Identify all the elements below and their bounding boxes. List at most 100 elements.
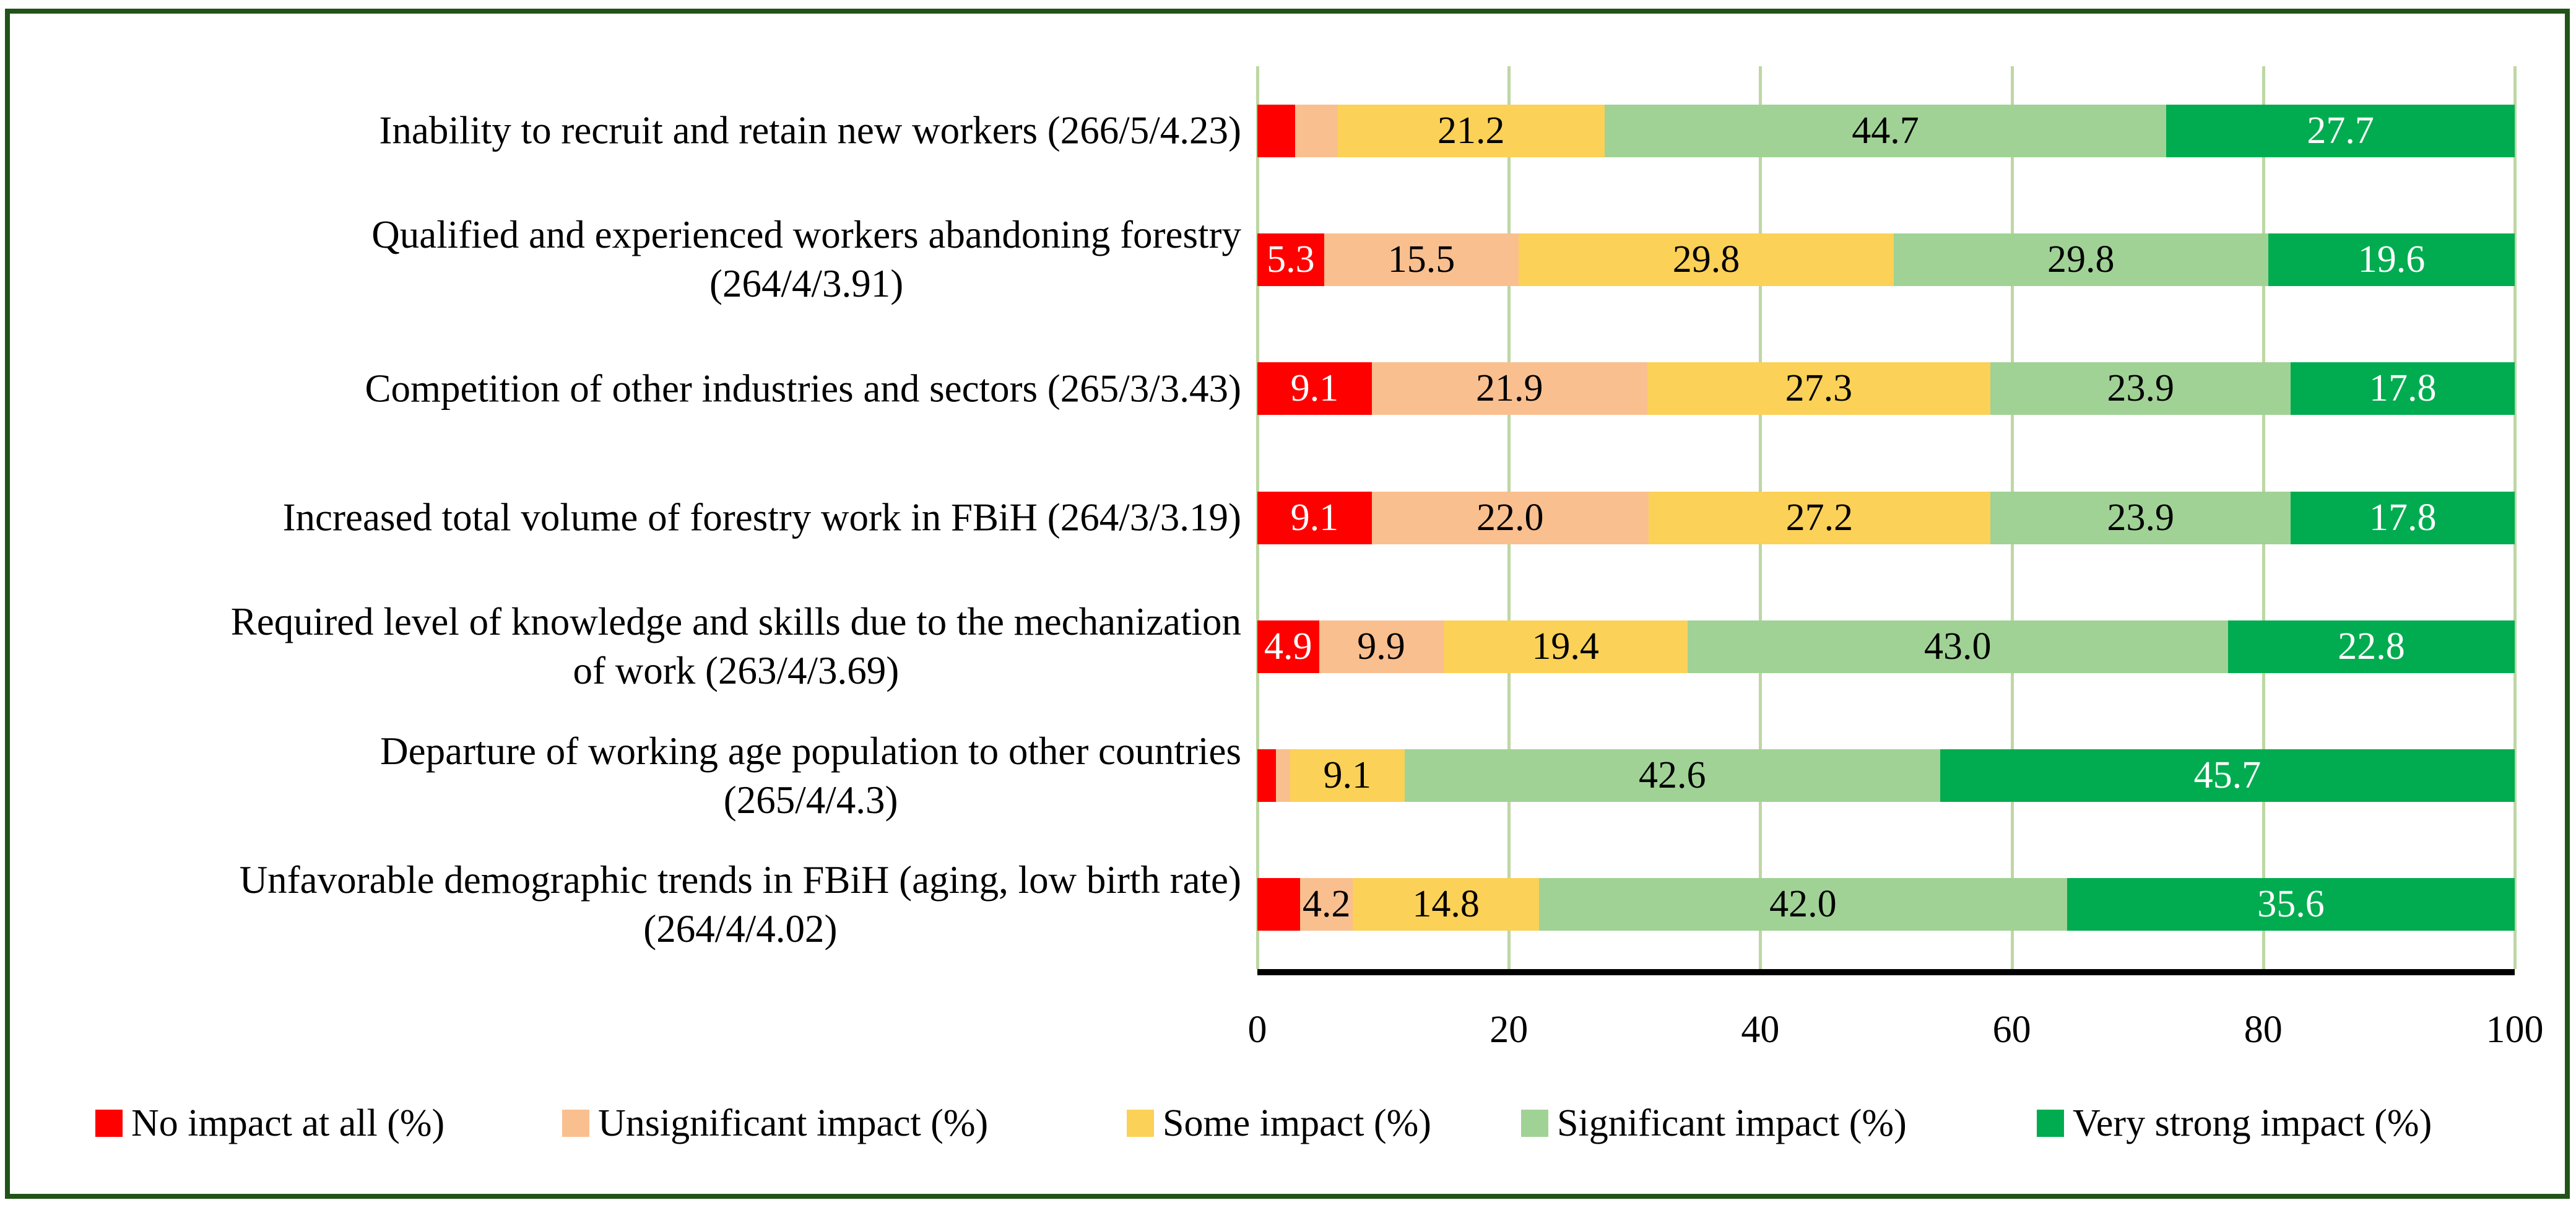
bar-value-label: 4.2 bbox=[1302, 883, 1351, 926]
bar-segment-significant-impact: 42.6 bbox=[1404, 749, 1940, 803]
category-label: Departure of working age population to o… bbox=[380, 729, 1241, 822]
category-label: Unfavorable demographic trends in FBiH (… bbox=[239, 858, 1241, 951]
bar-value-label: 42.0 bbox=[1769, 883, 1837, 926]
legend-swatch-icon bbox=[95, 1110, 123, 1137]
bar-value-label: 4.9 bbox=[1264, 625, 1312, 668]
bar-segment-no-impact-at-all bbox=[1257, 749, 1277, 803]
category-label: Increased total volume of forestry work … bbox=[282, 495, 1241, 539]
bar-segment-no-impact-at-all: 4.9 bbox=[1257, 620, 1319, 673]
plot-area: 21.2 44.7 27.7 5.3 15.5 29.8 29.8 19.6 9.1 21.9 27… bbox=[1256, 66, 2517, 969]
bar-segment-very-strong-impact: 17.8 bbox=[2291, 362, 2515, 415]
legend-item-unsignificant-impact: Unsignificant impact (%) bbox=[562, 1098, 988, 1148]
bar-row: 9.1 21.9 27.3 23.9 17.8 bbox=[1257, 362, 2515, 415]
legend-label: Unsignificant impact (%) bbox=[598, 1102, 989, 1144]
bar-value-label: 35.6 bbox=[2257, 883, 2325, 926]
bar-row: 9.1 42.6 45.7 bbox=[1257, 749, 2515, 803]
bar-value-label: 27.7 bbox=[2307, 109, 2374, 152]
bar-segment-significant-impact: 29.8 bbox=[1893, 233, 2268, 286]
bar-segment-some-impact: 19.4 bbox=[1443, 620, 1688, 673]
bar-value-label: 17.8 bbox=[2369, 367, 2437, 410]
x-axis-tick-label: 0 bbox=[1247, 1009, 1267, 1051]
legend-item-significant-impact: Significant impact (%) bbox=[1521, 1098, 1907, 1148]
legend-label: Some impact (%) bbox=[1163, 1102, 1431, 1144]
bar-segment-some-impact: 27.3 bbox=[1647, 362, 1991, 415]
legend-item-no-impact-at-all: No impact at all (%) bbox=[95, 1098, 445, 1148]
bar-value-label: 19.4 bbox=[1532, 625, 1599, 668]
bar-value-label: 43.0 bbox=[1923, 625, 1992, 668]
x-axis-tick-label: 60 bbox=[1992, 1009, 2031, 1051]
bar-segment-unsignificant-impact: 21.9 bbox=[1371, 362, 1647, 415]
bar-segment-no-impact-at-all bbox=[1257, 104, 1295, 157]
bar-value-label: 27.2 bbox=[1785, 496, 1854, 539]
chart-border-frame bbox=[5, 9, 2570, 1199]
bar-value-label: 44.7 bbox=[1852, 109, 1919, 152]
legend-swatch-icon bbox=[1521, 1110, 1548, 1137]
bar-segment-significant-impact: 44.7 bbox=[1604, 104, 2167, 157]
bar-row: 21.2 44.7 27.7 bbox=[1257, 104, 2515, 157]
bar-value-label: 21.2 bbox=[1438, 109, 1505, 152]
category-label: Inability to recruit and retain new work… bbox=[379, 108, 1241, 152]
bar-value-label: 19.6 bbox=[2357, 238, 2426, 281]
bar-value-label: 22.0 bbox=[1476, 496, 1544, 539]
bar-value-label: 17.8 bbox=[2369, 496, 2437, 539]
category-label: Competition of other industries and sect… bbox=[365, 367, 1241, 411]
bar-value-label: 23.9 bbox=[2107, 496, 2175, 539]
bar-segment-significant-impact: 23.9 bbox=[1990, 491, 2291, 544]
bar-segment-very-strong-impact: 22.8 bbox=[2227, 620, 2515, 673]
x-axis-tick-label: 40 bbox=[1741, 1009, 1780, 1051]
legend-label: Significant impact (%) bbox=[1557, 1102, 1907, 1144]
bar-value-label: 5.3 bbox=[1267, 238, 1315, 281]
legend-swatch-icon bbox=[1127, 1110, 1154, 1137]
bar-segment-some-impact: 9.1 bbox=[1290, 749, 1405, 803]
bar-segment-no-impact-at-all: 9.1 bbox=[1257, 362, 1372, 415]
bar-segment-very-strong-impact: 27.7 bbox=[2166, 104, 2515, 157]
bar-value-label: 22.8 bbox=[2338, 625, 2405, 668]
bar-value-label: 23.9 bbox=[2107, 367, 2175, 410]
bar-row: 4.2 14.8 42.0 35.6 bbox=[1257, 878, 2515, 931]
bar-segment-no-impact-at-all: 5.3 bbox=[1257, 233, 1324, 286]
bar-segment-unsignificant-impact: 4.2 bbox=[1300, 878, 1353, 931]
bar-segment-very-strong-impact: 35.6 bbox=[2066, 878, 2515, 931]
bar-value-label: 21.9 bbox=[1475, 367, 1543, 410]
bar-segment-significant-impact: 43.0 bbox=[1687, 620, 2228, 673]
bar-segment-very-strong-impact: 19.6 bbox=[2268, 233, 2515, 286]
bar-value-label: 29.8 bbox=[2047, 238, 2115, 281]
bar-segment-significant-impact: 23.9 bbox=[1990, 362, 2291, 415]
bar-segment-unsignificant-impact: 15.5 bbox=[1324, 233, 1519, 286]
bar-row: 4.9 9.9 19.4 43.0 22.8 bbox=[1257, 620, 2515, 673]
bar-value-label: 9.1 bbox=[1323, 754, 1371, 797]
legend-label: No impact at all (%) bbox=[131, 1102, 445, 1144]
bar-segment-very-strong-impact: 45.7 bbox=[1940, 749, 2515, 803]
bar-segment-unsignificant-impact: 22.0 bbox=[1371, 491, 1649, 544]
bar-value-label: 9.1 bbox=[1290, 496, 1339, 539]
bar-segment-unsignificant-impact bbox=[1295, 104, 1338, 157]
bar-row: 9.1 22.0 27.2 23.9 17.8 bbox=[1257, 491, 2515, 544]
bar-segment-unsignificant-impact: 9.9 bbox=[1319, 620, 1444, 673]
bar-segment-significant-impact: 42.0 bbox=[1538, 878, 2067, 931]
legend-swatch-icon bbox=[2037, 1110, 2064, 1137]
bar-value-label: 9.1 bbox=[1290, 367, 1339, 410]
bar-segment-some-impact: 14.8 bbox=[1353, 878, 1539, 931]
bar-row: 5.3 15.5 29.8 29.8 19.6 bbox=[1257, 233, 2515, 286]
gridline bbox=[2513, 66, 2517, 969]
legend-item-very-strong-impact: Very strong impact (%) bbox=[2037, 1098, 2432, 1148]
legend-item-some-impact: Some impact (%) bbox=[1127, 1098, 1431, 1148]
x-axis-line bbox=[1257, 969, 2515, 975]
category-label: Required level of knowledge and skills d… bbox=[230, 600, 1241, 693]
bar-value-label: 29.8 bbox=[1672, 238, 1740, 281]
bar-segment-very-strong-impact: 17.8 bbox=[2291, 491, 2515, 544]
category-label: Qualified and experienced workers abando… bbox=[371, 213, 1241, 306]
x-axis-tick-label: 100 bbox=[2486, 1009, 2544, 1051]
x-axis-tick-label: 80 bbox=[2244, 1009, 2283, 1051]
bar-value-label: 42.6 bbox=[1638, 754, 1706, 797]
bar-segment-no-impact-at-all bbox=[1257, 878, 1301, 931]
bar-segment-no-impact-at-all: 9.1 bbox=[1257, 491, 1372, 544]
bar-segment-unsignificant-impact bbox=[1276, 749, 1290, 803]
bar-value-label: 45.7 bbox=[2193, 754, 2262, 797]
bar-value-label: 27.3 bbox=[1785, 367, 1853, 410]
x-axis-tick-label: 20 bbox=[1490, 1009, 1529, 1051]
legend-label: Very strong impact (%) bbox=[2073, 1102, 2432, 1144]
bar-segment-some-impact: 29.8 bbox=[1519, 233, 1894, 286]
bar-value-label: 15.5 bbox=[1387, 238, 1455, 281]
legend-swatch-icon bbox=[562, 1110, 589, 1137]
